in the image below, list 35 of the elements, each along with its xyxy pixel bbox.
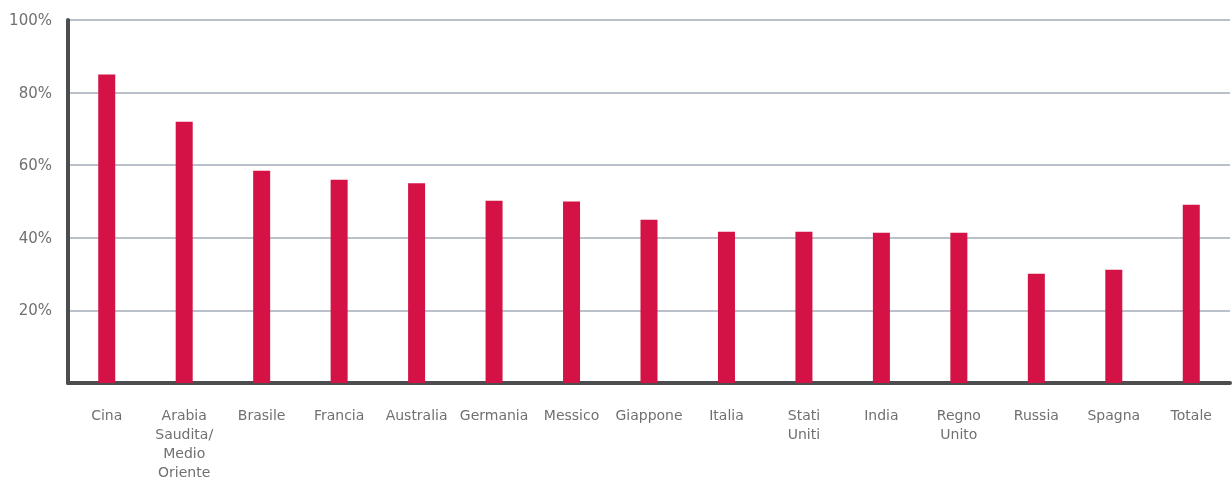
bar bbox=[1105, 269, 1123, 383]
bar bbox=[485, 200, 503, 383]
y-tick-label: 60% bbox=[18, 156, 52, 175]
bar bbox=[1027, 273, 1045, 383]
x-tick-label: Russia bbox=[1013, 406, 1059, 423]
bar bbox=[98, 74, 116, 383]
bar bbox=[795, 231, 813, 383]
bar bbox=[950, 232, 968, 383]
bar bbox=[563, 201, 581, 383]
bar bbox=[253, 170, 271, 383]
x-tick-label: Spagna bbox=[1087, 406, 1141, 423]
y-tick-label: 20% bbox=[18, 301, 52, 320]
bar bbox=[175, 121, 193, 383]
y-tick-label: 40% bbox=[18, 228, 52, 247]
y-tick-label: 80% bbox=[18, 83, 52, 102]
x-tick-label: India bbox=[864, 406, 899, 423]
x-tick-label: Cina bbox=[91, 406, 123, 423]
x-tick-label: Arabia Saudita/ Medio Oriente bbox=[155, 406, 214, 480]
x-tick-label: Giappone bbox=[615, 406, 683, 423]
bar bbox=[640, 219, 658, 383]
bar bbox=[1182, 204, 1200, 383]
bar bbox=[408, 183, 426, 383]
x-tick-label: Germania bbox=[459, 406, 529, 423]
y-tick-label: 100% bbox=[9, 11, 52, 29]
x-tick-label: Brasile bbox=[237, 406, 286, 423]
x-tick-label: Stati Uniti bbox=[787, 406, 821, 442]
bar bbox=[330, 179, 348, 383]
x-tick-label: Francia bbox=[313, 406, 365, 423]
x-tick-label: Italia bbox=[709, 406, 744, 423]
bar bbox=[872, 232, 890, 383]
x-tick-label: Messico bbox=[543, 406, 600, 423]
x-tick-label: Totale bbox=[1169, 406, 1212, 423]
x-tick-label: Regno Unito bbox=[936, 406, 981, 442]
x-tick-label: Australia bbox=[385, 406, 448, 423]
bar bbox=[717, 231, 735, 383]
